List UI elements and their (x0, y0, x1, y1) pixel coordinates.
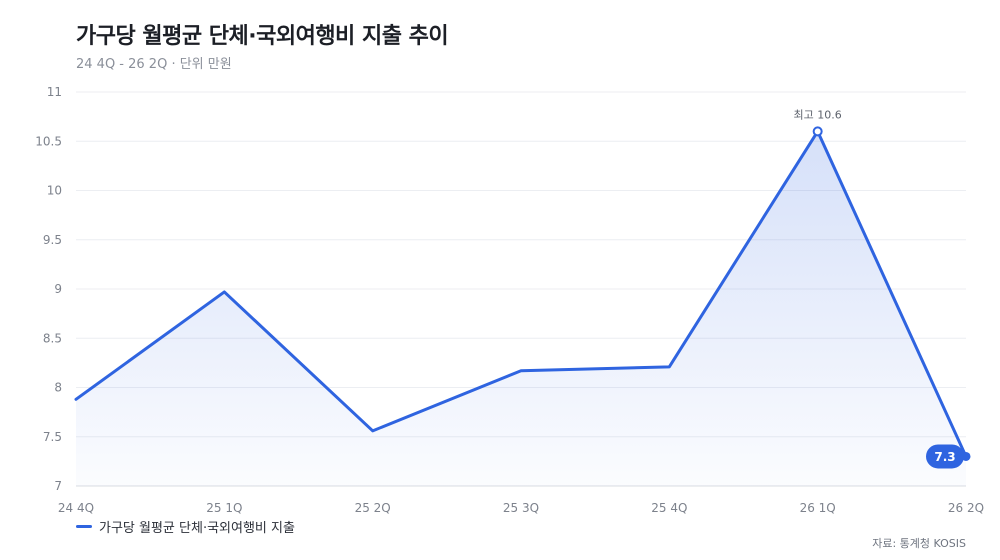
legend: 가구당 월평균 단체·국외여행비 지출 (76, 517, 295, 536)
max-point-marker (812, 126, 823, 137)
y-tick-label: 8 (54, 381, 62, 395)
y-tick-label: 11 (47, 85, 62, 99)
y-tick-label: 9.5 (43, 233, 62, 247)
legend-label: 가구당 월평균 단체·국외여행비 지출 (99, 521, 295, 536)
y-tick-label: 8.5 (43, 331, 62, 345)
x-tick-label: 25 2Q (355, 501, 391, 515)
y-tick-label: 7 (54, 479, 62, 493)
series-area (76, 131, 966, 486)
y-tick-label: 10 (47, 184, 62, 198)
y-tick-label: 7.5 (43, 430, 62, 444)
x-tick-label: 26 2Q (948, 501, 984, 515)
last-value-label: 7.3 (934, 450, 955, 464)
source-note: 자료: 통계청 KOSIS (872, 537, 966, 550)
chart-title: 가구당 월평균 단체·국외여행비 지출 추이 (76, 24, 449, 49)
max-point-label: 최고 10.6 (794, 108, 842, 121)
x-tick-label: 24 4Q (58, 501, 94, 515)
last-value-badge (926, 444, 964, 469)
chart-subtitle: 24 4Q - 26 2Q · 단위 만원 (76, 57, 232, 72)
y-tick-label: 9 (54, 282, 62, 296)
legend-swatch (76, 525, 92, 528)
x-tick-label: 25 4Q (651, 501, 687, 515)
x-tick-label: 25 3Q (503, 501, 539, 515)
x-tick-label: 25 1Q (206, 501, 242, 515)
x-tick-label: 26 1Q (800, 501, 836, 515)
y-tick-label: 10.5 (35, 134, 62, 148)
